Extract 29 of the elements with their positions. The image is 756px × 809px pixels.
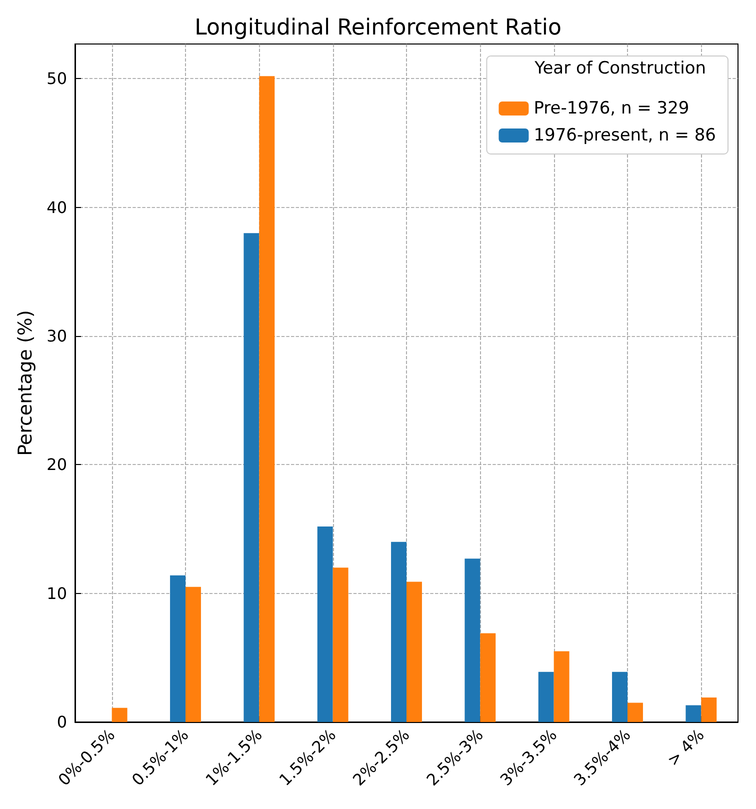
- bar: [612, 672, 628, 722]
- bar: [170, 575, 186, 722]
- bar: [332, 568, 348, 722]
- y-tick-label: 30: [46, 326, 67, 346]
- x-tick-label: > 4%: [663, 725, 708, 770]
- y-tick-label: 50: [46, 69, 67, 88]
- bar: [464, 558, 480, 722]
- bar: [554, 651, 570, 722]
- legend-label: 1976-present, n = 86: [534, 126, 716, 146]
- y-tick-label: 0: [56, 712, 67, 732]
- bar: [628, 702, 643, 722]
- y-tick-label: 40: [46, 198, 67, 217]
- bar: [244, 233, 260, 722]
- bar: [538, 672, 554, 722]
- y-tick-label: 20: [46, 455, 67, 474]
- bar: [259, 76, 275, 722]
- legend-title: Year of Construction: [534, 58, 706, 78]
- bar: [112, 708, 128, 722]
- bar: [391, 542, 406, 722]
- bar: [686, 705, 702, 722]
- y-tick-label: 10: [46, 584, 67, 603]
- bar: [701, 698, 717, 722]
- chart-title: Longitudinal Reinforcement Ratio: [194, 16, 562, 40]
- bar: [317, 526, 333, 722]
- bar: [480, 633, 496, 722]
- legend-label: Pre-1976, n = 329: [534, 98, 690, 118]
- bar: [406, 582, 422, 722]
- bar: [186, 586, 201, 722]
- y-axis-title: Percentage (%): [14, 310, 36, 456]
